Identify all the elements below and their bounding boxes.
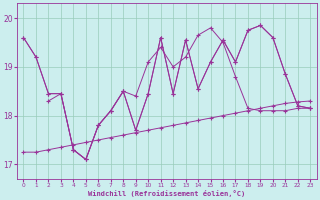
X-axis label: Windchill (Refroidissement éolien,°C): Windchill (Refroidissement éolien,°C)	[88, 190, 245, 197]
